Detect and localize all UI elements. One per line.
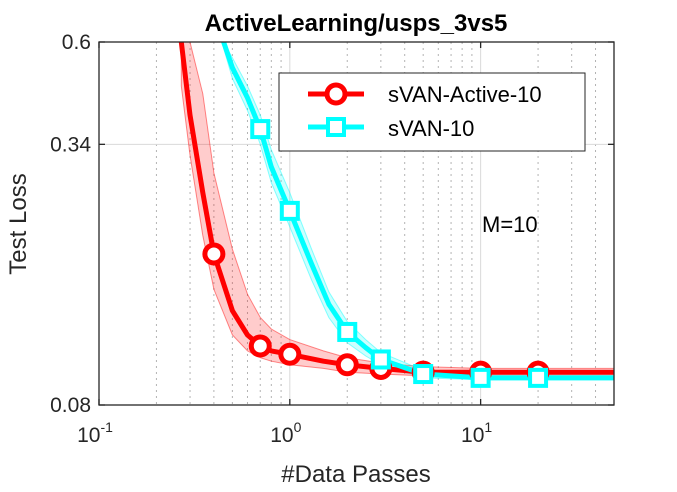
point-van <box>470 367 491 388</box>
line-van <box>221 42 614 381</box>
band-active <box>180 42 614 377</box>
point-van <box>279 200 300 221</box>
point-active <box>278 342 302 366</box>
legend-marker-square <box>326 117 346 137</box>
axis-ticks: 10-1 100 101 0.08 0.34 0.6 <box>50 31 614 447</box>
point-van <box>250 119 271 140</box>
point-active <box>202 242 226 266</box>
x-tick-label: 10-1 <box>77 419 113 447</box>
x-axis-label: #Data Passes <box>281 461 430 488</box>
point-van <box>337 321 358 342</box>
chart-title: ActiveLearning/usps_3vs5 <box>205 10 508 37</box>
y-axis-label: Test Loss <box>5 173 32 274</box>
x-tick-label: 101 <box>461 419 492 447</box>
point-van <box>528 367 549 388</box>
y-tick-label: 0.08 <box>50 394 91 417</box>
y-tick-label: 0.6 <box>62 31 91 54</box>
legend-label-active: sVAN-Active-10 <box>388 82 542 107</box>
band-van <box>223 42 614 381</box>
confidence-bands <box>180 42 614 381</box>
legend: sVAN-Active-10 sVAN-10 <box>278 72 586 152</box>
point-active <box>335 353 359 377</box>
legend-label-van: sVAN-10 <box>388 116 474 141</box>
y-tick-label: 0.34 <box>50 133 91 156</box>
point-active <box>248 334 272 358</box>
point-van <box>370 349 391 370</box>
point-van <box>413 364 434 385</box>
x-tick-label: 100 <box>270 419 301 447</box>
plot-frame <box>98 41 615 406</box>
series-markers <box>202 119 550 388</box>
annotation-m: M=10 <box>482 212 538 237</box>
legend-marker-circle <box>324 82 348 106</box>
